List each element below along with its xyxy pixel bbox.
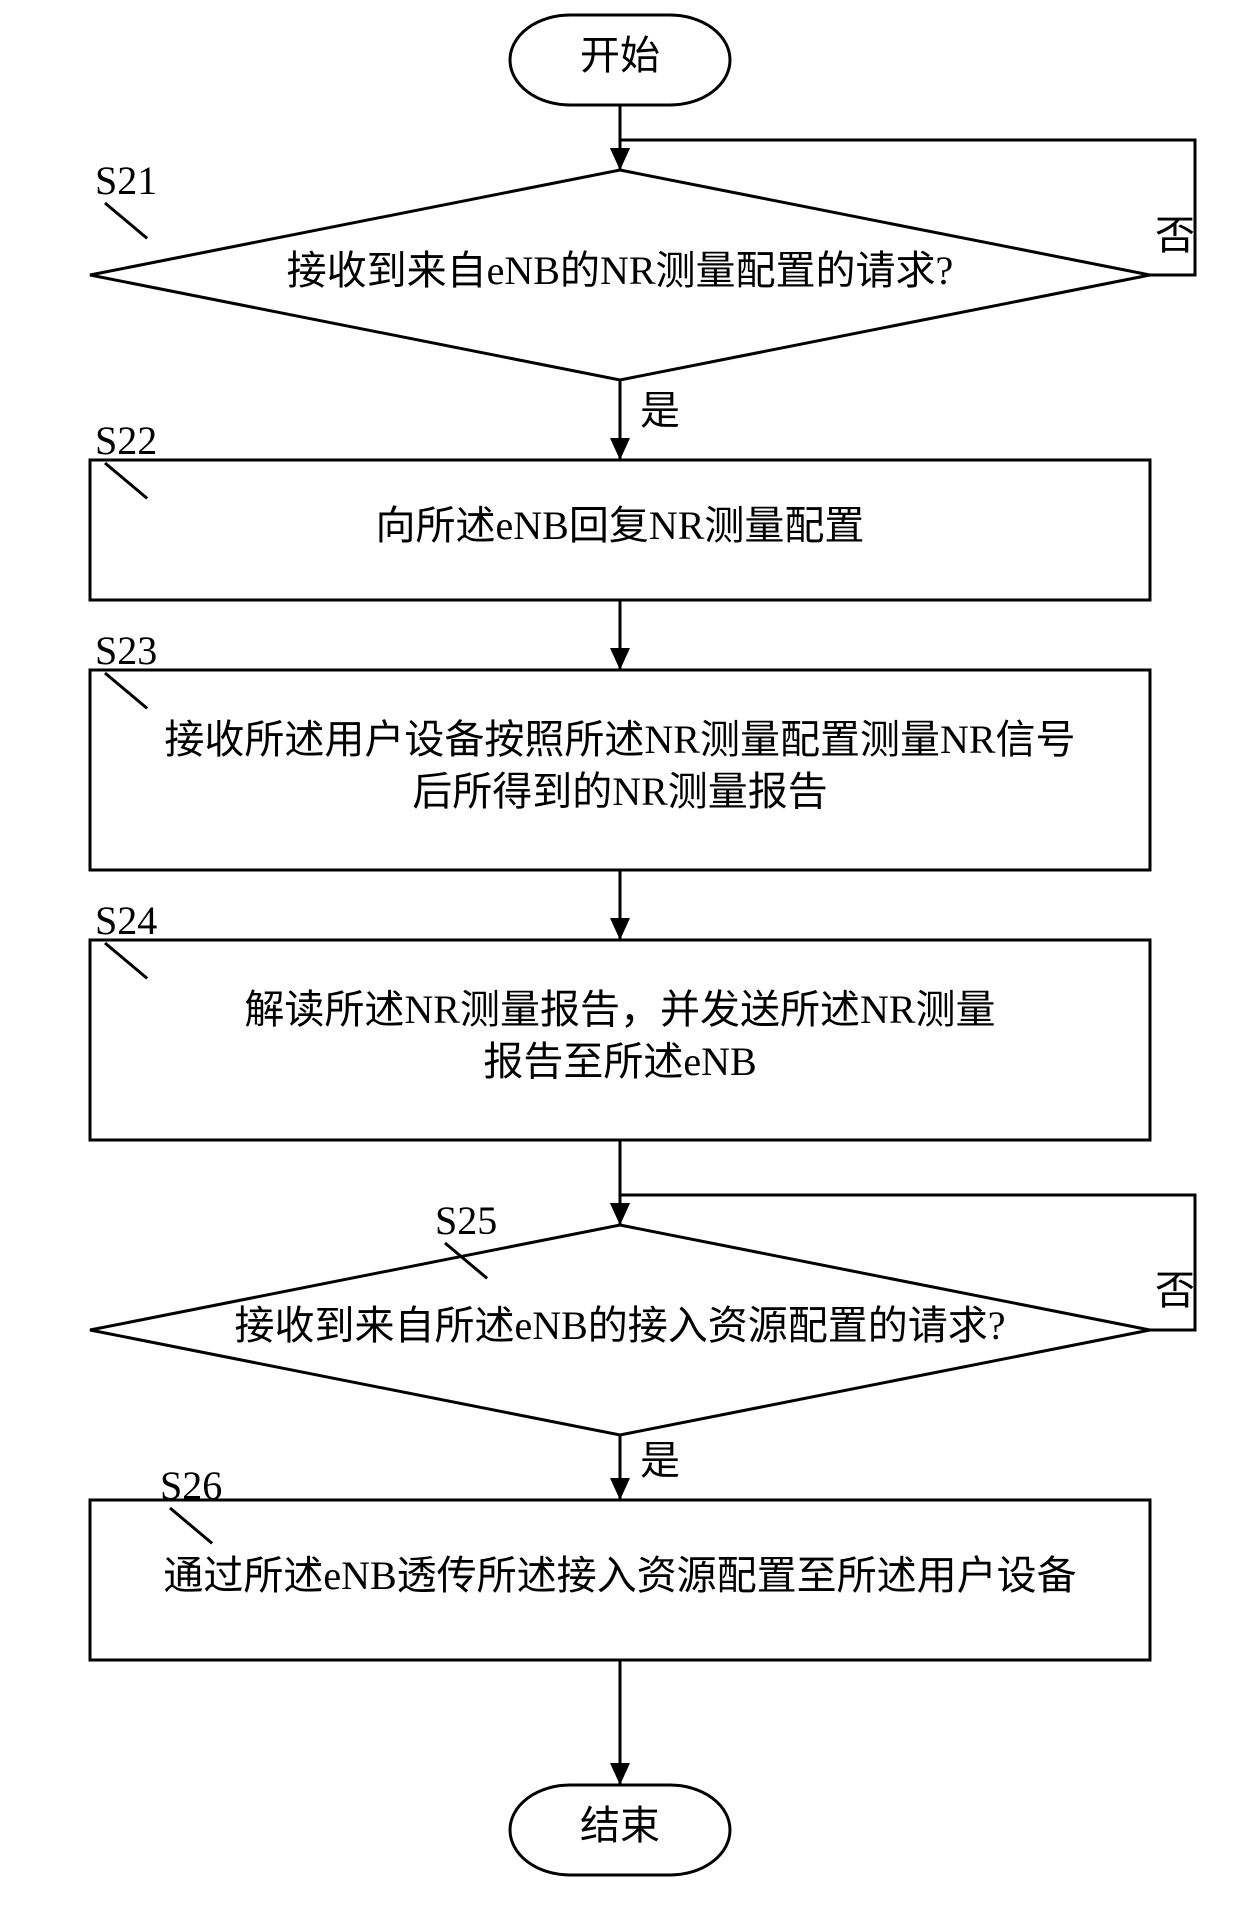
node-end: 结束 (510, 1785, 730, 1875)
node-text: 报告至所述eNB (483, 1039, 756, 1084)
step-label: S22 (95, 418, 157, 463)
edge-label: 否 (1155, 1268, 1195, 1313)
node-s25: 接收到来自所述eNB的接入资源配置的请求? S25 (90, 1198, 1150, 1435)
arrowhead (610, 648, 630, 670)
edge-label: 是 (640, 388, 680, 433)
arrowhead (610, 148, 630, 170)
step-label: S25 (435, 1198, 497, 1243)
edge-label: 是 (640, 1438, 680, 1483)
node-text: 开始 (580, 33, 660, 78)
node-text: 后所得到的NR测量报告 (412, 769, 828, 814)
node-s21: 接收到来自eNB的NR测量配置的请求? S21 (90, 158, 1150, 380)
arrowhead (610, 918, 630, 940)
arrowhead (610, 1203, 630, 1225)
flowchart: 是是否否开始接收到来自eNB的NR测量配置的请求?S21向所述eNB回复NR测量… (0, 0, 1240, 1906)
node-text: 通过所述eNB透传所述接入资源配置至所述用户设备 (163, 1553, 1076, 1598)
arrowhead (610, 1763, 630, 1785)
label-leader (105, 203, 147, 238)
edge-label: 否 (1155, 213, 1195, 258)
arrowhead (610, 438, 630, 460)
step-label: S24 (95, 898, 157, 943)
arrowhead (610, 1478, 630, 1500)
node-text: 解读所述NR测量报告，并发送所述NR测量 (244, 987, 995, 1032)
node-text: 接收到来自eNB的NR测量配置的请求? (287, 248, 954, 293)
node-text: 结束 (580, 1803, 660, 1848)
node-text: 接收到来自所述eNB的接入资源配置的请求? (234, 1303, 1005, 1348)
node-text: 接收所述用户设备按照所述NR测量配置测量NR信号 (164, 717, 1075, 762)
step-label: S23 (95, 628, 157, 673)
step-label: S21 (95, 158, 157, 203)
node-text: 向所述eNB回复NR测量配置 (376, 503, 865, 548)
node-start: 开始 (510, 15, 730, 105)
step-label: S26 (160, 1463, 222, 1508)
